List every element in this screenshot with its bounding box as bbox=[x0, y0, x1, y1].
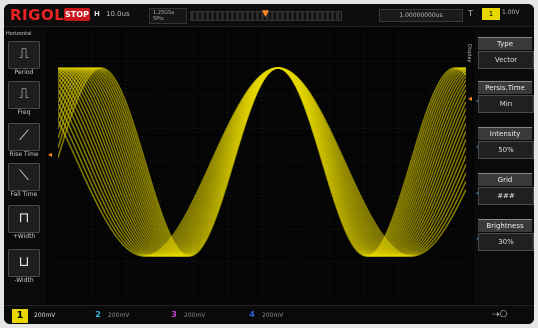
ch2-button[interactable]: 2 bbox=[95, 310, 101, 319]
grid-value[interactable]: ### bbox=[478, 187, 534, 205]
trigger-type-label: T bbox=[468, 9, 473, 18]
memory-depth: 5Pts bbox=[153, 16, 164, 22]
negative-width-label: -Width bbox=[14, 277, 34, 284]
usb-icon: ⇢⎔ bbox=[492, 310, 508, 320]
ch4-button[interactable]: 4 bbox=[249, 310, 255, 319]
type-value[interactable]: Vector bbox=[478, 51, 534, 69]
left-measure-menu: Horizontal ⎍ Period ⎍ Freq ⟋ Rise Time ⟍… bbox=[4, 27, 46, 303]
display-menu-label: Display bbox=[466, 44, 472, 63]
trigger-delay-readout: 1.00000000us bbox=[379, 9, 463, 22]
ch1-waveform-envelope bbox=[58, 67, 466, 257]
run-stop-status[interactable]: STOP bbox=[64, 8, 90, 21]
scope-screen: RIGOL STOP H 10.0us 1.25GSa 5Pts ▼ 1.000… bbox=[4, 4, 534, 324]
intensity-header: Intensity bbox=[478, 127, 532, 140]
ch1-button[interactable]: 1 bbox=[12, 309, 28, 323]
frequency-button[interactable]: ⎍ bbox=[8, 81, 40, 109]
period-button[interactable]: ⎍ bbox=[8, 41, 40, 69]
intensity-value[interactable]: 50% bbox=[478, 141, 534, 159]
memory-position-bar[interactable] bbox=[190, 11, 342, 21]
positive-width-icon: ⊓ bbox=[18, 210, 30, 226]
positive-width-button[interactable]: ⊓ bbox=[8, 205, 40, 233]
persistence-time-header: Persis.Time bbox=[478, 81, 532, 94]
brightness-header: Brightness bbox=[478, 219, 532, 232]
persistence-time-value[interactable]: Min bbox=[478, 95, 534, 113]
frequency-icon: ⎍ bbox=[19, 86, 29, 102]
left-menu-title: Horizontal bbox=[6, 31, 32, 37]
ch4-scale: 200mV bbox=[262, 312, 284, 319]
rise-time-label: Rise Time bbox=[9, 151, 39, 158]
positive-width-label: +Width bbox=[12, 233, 36, 240]
fall-time-button[interactable]: ⟍ bbox=[8, 163, 40, 191]
waveform-display[interactable] bbox=[58, 28, 466, 296]
frequency-label: Freq bbox=[17, 109, 31, 116]
horizontal-scale: 10.0us bbox=[106, 10, 130, 18]
ch1-trace bbox=[58, 67, 466, 257]
trigger-level-marker-icon[interactable]: ◂ bbox=[468, 94, 473, 103]
rise-time-icon: ⟋ bbox=[19, 128, 29, 144]
ch3-scale: 200mV bbox=[184, 312, 206, 319]
negative-width-button[interactable]: ⊔ bbox=[8, 249, 40, 277]
trigger-position-icon: ▼ bbox=[262, 9, 269, 19]
fall-time-icon: ⟍ bbox=[19, 168, 29, 184]
period-icon: ⎍ bbox=[19, 46, 29, 62]
top-status-bar: RIGOL STOP H 10.0us 1.25GSa 5Pts ▼ 1.000… bbox=[4, 4, 534, 27]
trigger-level: 1.00V bbox=[502, 9, 520, 16]
brightness-value[interactable]: 30% bbox=[478, 233, 534, 251]
grid-header: Grid bbox=[478, 173, 532, 186]
type-header: Type bbox=[478, 37, 532, 50]
fall-time-label: Fall Time bbox=[10, 191, 38, 198]
rise-time-button[interactable]: ⟋ bbox=[8, 123, 40, 151]
sample-rate: 1.25GSa bbox=[153, 10, 175, 16]
negative-width-icon: ⊔ bbox=[18, 254, 30, 270]
brand-logo: RIGOL bbox=[10, 6, 65, 24]
horizontal-label: H bbox=[94, 10, 100, 18]
ch1-scale: 200mV bbox=[34, 312, 56, 319]
right-display-menu: Type Vector Persis.Time ◀ Min Intensity … bbox=[474, 27, 534, 303]
ch3-button[interactable]: 3 bbox=[171, 310, 177, 319]
bottom-channel-bar: 1 200mV 2 200mV 3 200mV 4 200mV ⇢⎔ bbox=[4, 305, 534, 324]
sample-info-box: 1.25GSa 5Pts bbox=[149, 8, 187, 24]
ch1-offset-marker-icon[interactable]: ◂ bbox=[48, 150, 53, 159]
ch2-scale: 200mV bbox=[108, 312, 130, 319]
trigger-source-badge: 1 bbox=[482, 8, 500, 20]
period-label: Period bbox=[14, 69, 34, 76]
